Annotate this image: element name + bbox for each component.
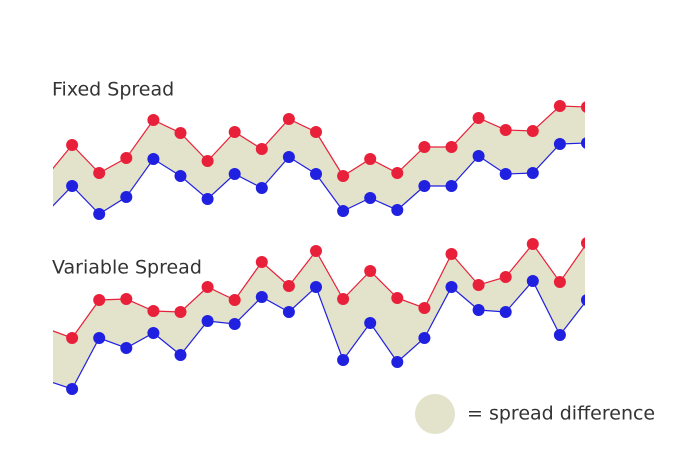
data-point	[364, 317, 377, 329]
data-point	[282, 113, 295, 125]
data-point	[120, 152, 133, 164]
data-point	[255, 182, 268, 194]
data-point	[391, 292, 404, 304]
legend-swatch	[415, 394, 455, 434]
data-point	[391, 204, 404, 216]
plots	[39, 100, 585, 395]
data-point	[39, 208, 51, 220]
data-point	[93, 208, 106, 220]
data-point	[174, 306, 187, 318]
data-point	[445, 141, 458, 153]
data-point	[364, 192, 377, 204]
data-point	[282, 151, 295, 163]
data-point	[66, 139, 79, 151]
data-point	[228, 294, 241, 306]
data-point	[93, 294, 106, 306]
data-point	[39, 322, 51, 334]
data-point	[526, 167, 539, 179]
data-point	[93, 167, 106, 179]
data-point	[201, 315, 214, 327]
data-point	[418, 180, 431, 192]
data-point	[526, 275, 539, 287]
data-point	[445, 180, 458, 192]
data-point	[310, 245, 322, 257]
data-point	[445, 248, 458, 260]
data-point	[147, 305, 160, 317]
data-point	[120, 293, 133, 305]
data-point	[174, 127, 187, 139]
data-point	[39, 172, 51, 184]
data-point	[526, 238, 539, 250]
data-point	[282, 306, 295, 318]
data-point	[499, 168, 512, 180]
data-point	[66, 332, 79, 344]
data-point	[66, 383, 79, 395]
chart-title: Variable Spread	[52, 257, 202, 279]
data-point	[255, 143, 268, 155]
data-point	[499, 124, 512, 136]
data-point	[418, 302, 431, 314]
spread-band	[53, 244, 585, 389]
data-point	[364, 265, 377, 277]
data-point	[201, 155, 214, 167]
data-point	[553, 100, 566, 112]
data-point	[472, 304, 485, 316]
chart-title: Fixed Spread	[52, 79, 174, 101]
data-point	[174, 349, 187, 361]
data-point	[39, 374, 51, 386]
data-point	[499, 306, 512, 318]
legend-label: = spread difference	[467, 403, 655, 425]
data-point	[364, 153, 377, 165]
data-point	[391, 356, 404, 368]
data-point	[228, 318, 241, 330]
data-point	[310, 281, 322, 293]
data-point	[255, 291, 268, 303]
data-point	[337, 170, 350, 182]
data-point	[553, 329, 566, 341]
data-point	[391, 167, 404, 179]
data-point	[581, 101, 585, 113]
data-point	[472, 279, 485, 291]
data-point	[310, 168, 322, 180]
data-point	[147, 114, 160, 126]
data-point	[120, 191, 133, 203]
data-point	[228, 168, 241, 180]
data-point	[310, 126, 322, 138]
data-point	[553, 138, 566, 150]
data-point	[201, 193, 214, 205]
data-point	[337, 354, 350, 366]
data-point	[418, 332, 431, 344]
data-point	[228, 126, 241, 138]
data-point	[337, 205, 350, 217]
data-point	[418, 141, 431, 153]
data-point	[499, 271, 512, 283]
data-point	[472, 112, 485, 124]
data-point	[581, 237, 585, 249]
data-point	[445, 281, 458, 293]
data-point	[66, 180, 79, 192]
data-point	[526, 125, 539, 137]
data-point	[282, 280, 295, 292]
data-point	[201, 281, 214, 293]
data-point	[174, 170, 187, 182]
data-point	[472, 150, 485, 162]
data-point	[553, 276, 566, 288]
data-point	[581, 294, 585, 306]
data-point	[337, 293, 350, 305]
data-point	[120, 342, 133, 354]
data-point	[93, 332, 106, 344]
data-point	[147, 153, 160, 165]
data-point	[147, 327, 160, 339]
data-point	[255, 256, 268, 268]
spread-band	[53, 106, 585, 214]
data-point	[581, 137, 585, 149]
